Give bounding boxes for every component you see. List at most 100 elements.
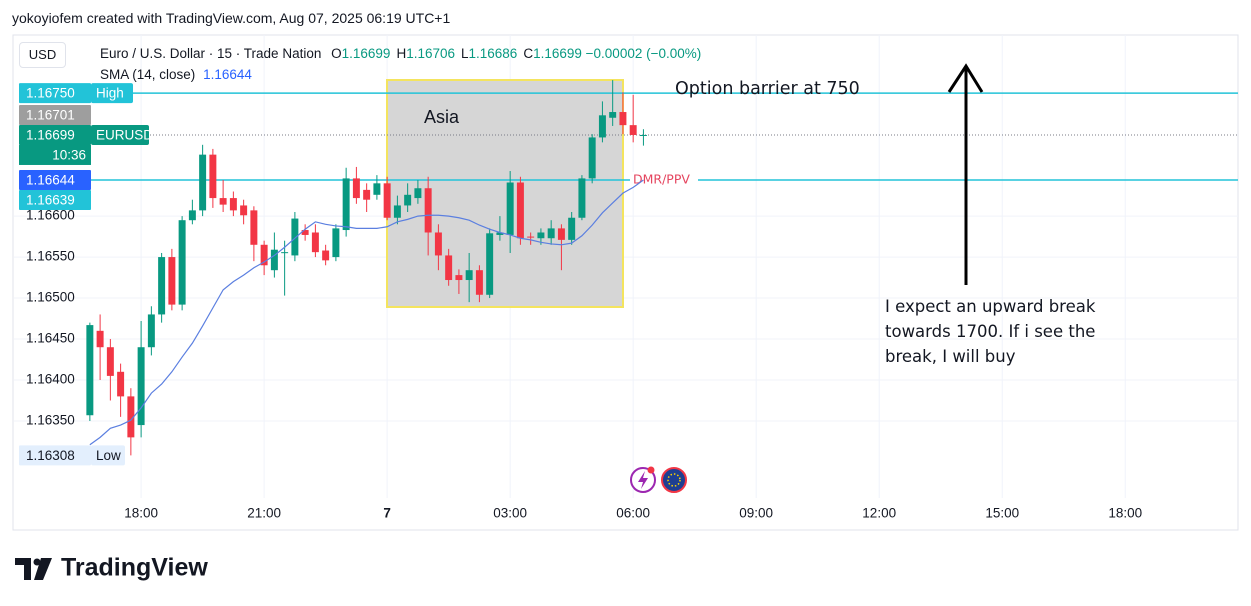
candle-body	[117, 371, 125, 397]
icon	[667, 473, 681, 487]
candle-body	[639, 134, 647, 136]
symbol-title: Euro / U.S. Dollar · 15 · Trade Nation	[100, 46, 322, 61]
logo-mark	[15, 558, 31, 580]
y-tick-label: 1.16600	[26, 208, 75, 223]
y-tick-label: 1.16550	[26, 249, 75, 264]
candle-body	[496, 232, 504, 235]
candle-body	[86, 325, 94, 416]
price-label: 1.16308	[26, 448, 75, 463]
candle-body	[547, 228, 555, 239]
candle-body	[291, 218, 299, 256]
candle-body	[455, 275, 463, 281]
candle-body	[404, 194, 412, 206]
candle-body	[229, 198, 237, 211]
icon	[638, 471, 648, 489]
candle-body	[568, 217, 576, 240]
x-tick-label: 12:00	[862, 506, 896, 521]
series	[86, 80, 647, 456]
price-label: 1.16644	[26, 173, 75, 188]
candle-body	[629, 125, 637, 135]
candle-body	[250, 210, 258, 245]
caption: yokoyiofem created with TradingView.com,…	[12, 10, 451, 26]
price-tag-box	[91, 124, 149, 145]
asia-box	[386, 79, 624, 308]
footer-brand: TradingView	[61, 554, 208, 582]
candle-body	[260, 244, 268, 266]
ohlc: O1.16699 H1.16706 L1.16686 C1.16699	[325, 46, 582, 61]
candle-body	[158, 257, 166, 315]
price-tag-box	[91, 445, 125, 466]
x-tick-label: 21:00	[247, 506, 281, 521]
y-tick-label: 1.16400	[26, 372, 75, 387]
change: −0.00002 (−0.00%)	[585, 46, 702, 61]
candle-body	[188, 210, 196, 221]
x-tick-label: 18:00	[124, 506, 158, 521]
candle-body	[352, 178, 360, 199]
x-tick-label: 06:00	[616, 506, 650, 521]
candle-body	[219, 198, 227, 205]
price-label-box	[19, 104, 91, 125]
box-label: Asia	[424, 107, 460, 127]
candle-body	[147, 314, 155, 348]
candle-body	[96, 330, 104, 348]
candle-body	[281, 252, 289, 254]
sma-line	[89, 179, 644, 446]
candle-body	[486, 233, 494, 295]
ohlc-letter: C	[523, 46, 534, 61]
candle-body	[588, 137, 596, 179]
candle-body	[178, 220, 186, 305]
note-line: towards 1700. If i see the	[885, 322, 1096, 341]
candle-body	[414, 188, 422, 199]
candle-body	[598, 115, 606, 138]
price-label-box	[19, 124, 91, 145]
candle-body	[240, 205, 248, 216]
candle-body	[383, 183, 391, 218]
overlay: 1.16350 1.16400 1.16450 1.16500 1.16550 1.166…	[19, 83, 1142, 521]
candle-body	[209, 154, 217, 199]
logo-mark	[33, 558, 41, 566]
arrow	[947, 63, 984, 285]
currency-button[interactable]: USD	[19, 42, 66, 68]
price-label: 1.16701	[26, 108, 75, 123]
note-line: break, I will buy	[885, 347, 1016, 366]
candle-body	[434, 232, 442, 256]
price-label: 1.16699	[26, 128, 75, 143]
y-tick-label: 1.16500	[26, 290, 75, 305]
candle-body	[373, 183, 381, 195]
legend: Euro / U.S. Dollar · 15 · Trade Nation O…	[100, 46, 701, 61]
note-line: I expect an upward break	[885, 297, 1096, 316]
logo	[15, 558, 52, 580]
price-tag: High	[96, 86, 124, 101]
candle-body	[301, 230, 309, 235]
sma-legend: SMA (14, close) 1.16644	[100, 67, 252, 82]
price-label-box	[19, 190, 91, 211]
levels: Option barrier at 750 DMR/PPV	[90, 79, 1238, 189]
y-tick-label: 1.16350	[26, 413, 75, 428]
price-label-box	[19, 83, 91, 104]
candle-body	[475, 270, 483, 295]
candle-body	[393, 205, 401, 218]
candle-body	[465, 270, 473, 281]
arrow-head	[947, 63, 984, 93]
candle-body	[506, 182, 514, 235]
candle-body	[424, 188, 432, 233]
candle-body	[137, 347, 145, 426]
countdown-box	[19, 144, 91, 165]
ohlc-letter: H	[396, 46, 407, 61]
candle-body	[342, 178, 350, 231]
ohlc-letter: O	[331, 46, 342, 61]
level-label: DMR/PPV	[633, 172, 690, 187]
countdown: 10:36	[52, 148, 86, 163]
candle-body	[578, 178, 586, 218]
candle-body	[363, 189, 371, 200]
candle-body	[609, 112, 617, 118]
candle-body	[332, 228, 340, 258]
level-label-bg	[630, 172, 698, 189]
ohlc-value: 1.16706	[406, 46, 455, 61]
price-tag-box	[91, 83, 133, 104]
candle-body	[322, 250, 330, 261]
y-tick-label: 1.16450	[26, 331, 75, 346]
indicator-icons	[630, 466, 687, 493]
